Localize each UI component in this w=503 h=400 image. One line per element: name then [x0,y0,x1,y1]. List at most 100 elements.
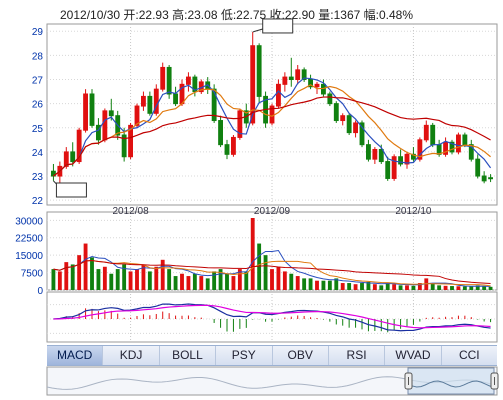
quote-volume: 量:1367 [318,8,361,22]
max-pointer [252,28,263,33]
candle-body [231,136,236,155]
candle-body [456,134,461,153]
volume-bar [237,269,242,290]
candle-body [391,156,397,179]
volume-bar [225,273,229,290]
y-tick-label: 28 [32,51,44,62]
volume-bar [488,286,493,290]
candle-body [346,115,352,134]
candle-body [443,141,448,155]
quote-change: 幅:0.48% [363,8,414,22]
volume-bar [147,271,152,290]
candle-body [462,134,468,146]
candle-body [288,76,294,81]
y-tick-label: 24 [32,148,44,159]
volume-bar [192,273,197,290]
tab-obv[interactable]: OBV [273,346,329,365]
candle-body [468,144,474,160]
tab-kdj[interactable]: KDJ [103,346,160,365]
x-tick-label: 2012/09 [254,206,291,217]
volume-bar [115,269,120,290]
navigator-window[interactable] [407,367,495,395]
volume-bar [315,280,319,290]
vol-ma5-line [53,249,491,287]
volume-tick-label: 0 [37,286,43,297]
volume-bar [128,271,133,290]
volume-bar [96,269,101,290]
volume-bar [212,271,217,290]
candle-body [353,122,358,134]
volume-bar [90,257,94,290]
quote-date: 2012/10/30 [60,8,121,22]
ma30-line [53,96,491,177]
macd-series [53,303,492,333]
volume-bar [424,278,429,290]
volume-bar [64,262,69,290]
dif-line [53,303,491,332]
candle-body [314,83,320,88]
tab-cci[interactable]: CCI [458,348,480,362]
candle-body [250,45,256,124]
tab-rsi[interactable]: RSI [329,346,386,365]
volume-bar [141,264,146,290]
volume-bar [122,264,127,290]
y-tick-label: 29 [32,27,44,38]
y-tick-label: 25 [32,124,44,135]
volume-bar [199,276,204,290]
volume-bar [102,266,107,290]
volume-bar [57,271,62,290]
tab-wvad[interactable]: WVAD [385,346,442,365]
volume-bar [263,255,268,290]
candle-body [83,93,89,131]
volume-bar [308,278,313,290]
volume-bar [270,269,274,290]
candle-body [121,134,127,158]
quote-header: 2012/10/30 开:22.93 高:23.08 低:22.75 收:22.… [60,6,413,23]
quote-high: 高:23.08 [172,8,218,22]
volume-bar [257,243,262,290]
volume-bar [205,278,210,290]
tab-macd[interactable]: MACD [47,346,104,365]
volume-bar [469,286,474,290]
volume-bar [70,264,75,290]
candle-body [63,151,69,167]
volume-bar [398,285,403,290]
indicator-tabs: MACD KDJ BOLL PSY OBV RSI WVAD CCI [47,345,497,366]
y-tick-label: 22 [32,196,44,207]
candle-body [237,110,243,138]
candle-body [378,148,384,163]
volume-bar [372,284,377,290]
volume-bar [437,285,442,290]
volume-bar [430,283,435,290]
volume-bar [443,285,448,290]
volume-bar [244,271,249,290]
volume-bar [289,273,294,290]
volume-bar [405,285,409,290]
volume-tick-label: 15000 [15,251,43,262]
candle-body [488,177,493,180]
volume-bar [392,284,397,290]
volume-bar [295,276,300,290]
candle-body [372,148,378,160]
volume-bar [231,276,236,290]
tab-boll[interactable]: BOLL [160,346,217,365]
x-tick-label: 2012/10 [395,206,432,217]
quote-low: 低:22.75 [220,8,267,22]
candle-body [423,124,429,141]
volume-bar [327,280,332,290]
volume-bar [160,259,165,290]
volume-bar [173,276,178,290]
y-tick-label: 27 [32,76,44,87]
dea-line [53,304,491,329]
tab-psy[interactable]: PSY [216,346,273,365]
volume-bar [347,283,352,290]
quote-open: 开:22.93 [123,8,169,22]
candle-body [481,175,487,182]
vol-ma30-line [53,259,491,285]
candle-body [417,139,423,160]
candle-body [160,66,166,90]
candle-body [301,69,307,81]
navigator-window-line [407,380,495,388]
candle-body [153,88,159,114]
